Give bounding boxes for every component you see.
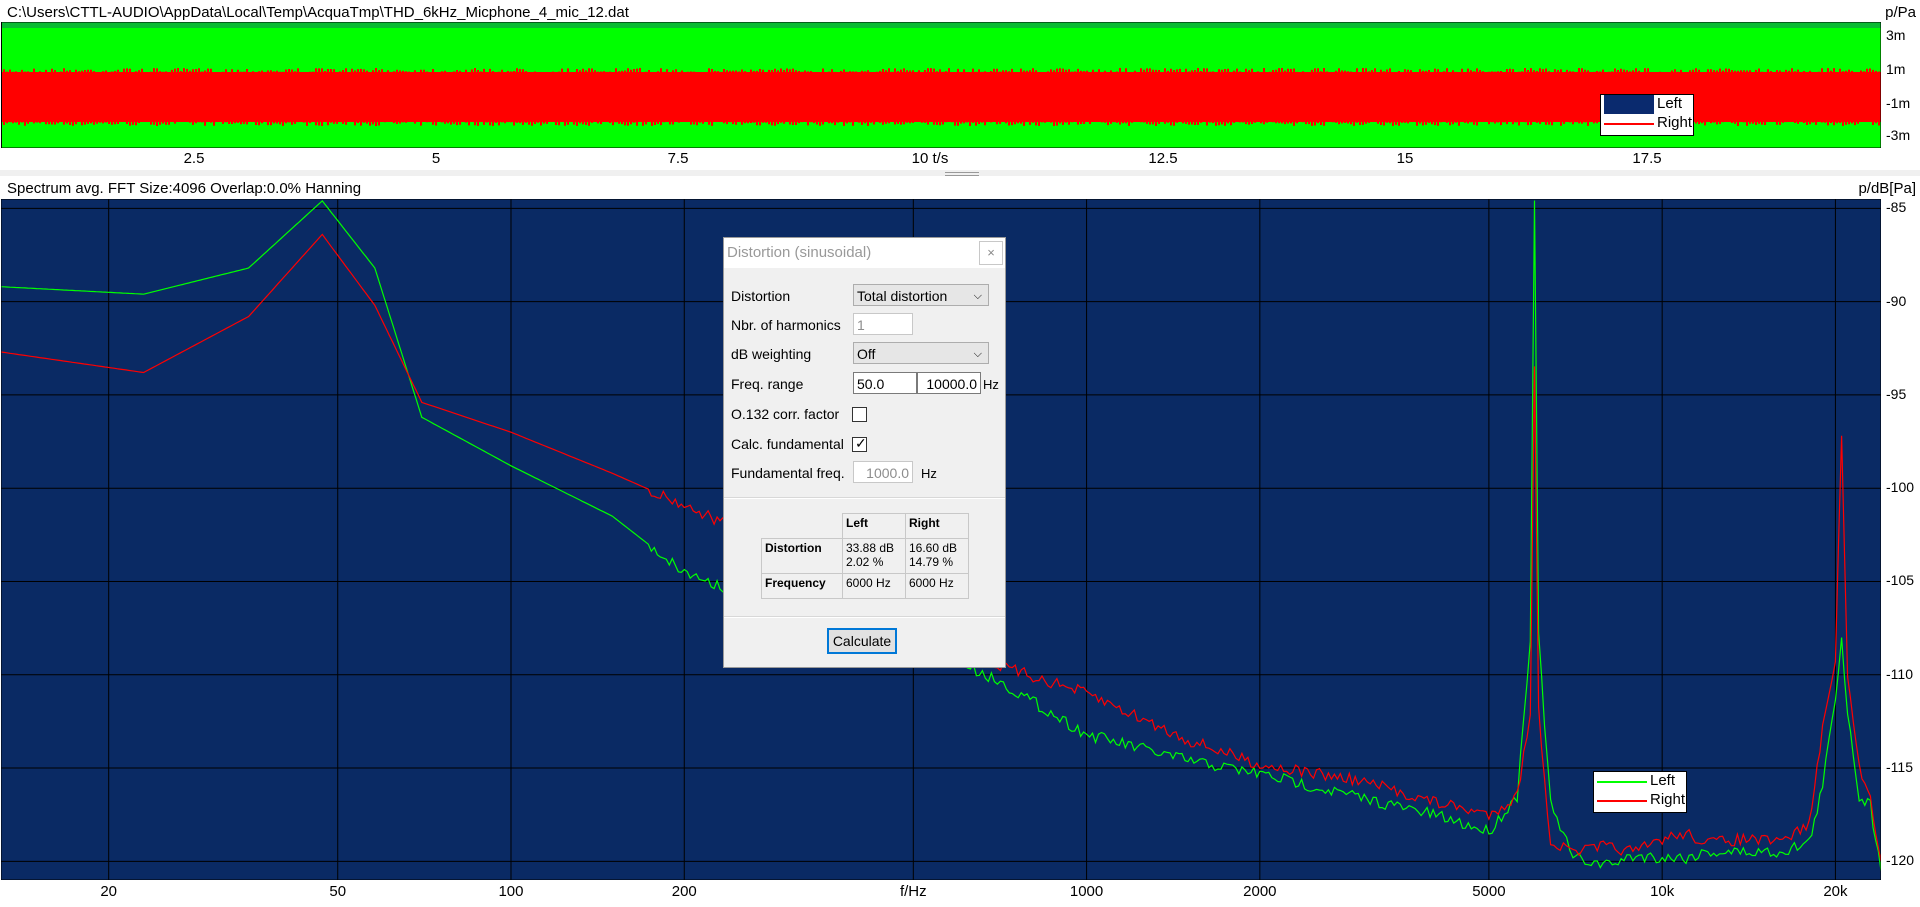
right-distortion-db: 16.60 dB	[909, 541, 958, 555]
weighting-select-value: Off	[857, 346, 876, 362]
spectrum-xtick: 10k	[1650, 883, 1675, 900]
waveform-ytick: 3m	[1886, 27, 1906, 43]
fundamental-freq-input[interactable]: 1000.0	[853, 461, 913, 483]
spectrum-xtick: 20k	[1823, 883, 1848, 900]
legend-right-swatch	[1604, 123, 1654, 125]
results-table: Left Right Distortion 33.88 dB 2.02 % 16…	[761, 513, 969, 599]
weighting-label: dB weighting	[731, 346, 812, 362]
spectrum-xtick: 100	[498, 883, 524, 900]
right-distortion-pct: 14.79 %	[909, 555, 954, 569]
waveform-xtick: 12.5	[1148, 150, 1178, 167]
waveform-ytick: 1m	[1886, 61, 1906, 77]
calc-fundamental-label: Calc. fundamental	[731, 436, 844, 452]
spectrum-xtick: 1000	[1069, 883, 1104, 900]
check-icon: ✓	[855, 435, 867, 451]
legend-right-swatch	[1597, 800, 1647, 802]
waveform-ytick: -1m	[1886, 95, 1911, 111]
freq-range-hz-unit: Hz	[983, 377, 999, 392]
spectrum-ytick: -120	[1886, 852, 1915, 869]
dialog-separator	[724, 497, 1005, 499]
corr-factor-label: O.132 corr. factor	[731, 406, 840, 422]
waveform-file-path: C:\Users\CTTL-AUDIO\AppData\Local\Temp\A…	[7, 4, 629, 21]
waveform-ytick: -3m	[1886, 127, 1911, 143]
spectrum-xtick: f/Hz	[899, 883, 927, 900]
results-row-frequency: Frequency	[761, 573, 843, 599]
waveform-xtick: 17.5	[1632, 150, 1662, 167]
distortion-select[interactable]: Total distortion ⌵	[853, 284, 989, 306]
waveform-xtick: 2.5	[183, 150, 205, 167]
results-right-distortion: 16.60 dB 14.79 %	[905, 538, 969, 574]
splitter-grip[interactable]	[945, 172, 979, 176]
distortion-select-value: Total distortion	[857, 288, 948, 304]
dialog-title: Distortion (sinusoidal)	[727, 244, 872, 261]
spectrum-ytick: -105	[1886, 572, 1915, 589]
waveform-xtick: 7.5	[667, 150, 689, 167]
dialog-separator	[724, 616, 1005, 618]
calc-fundamental-checkbox[interactable]: ✓	[852, 435, 867, 452]
spectrum-ytick: -90	[1886, 292, 1907, 309]
spectrum-xtick: 2000	[1243, 883, 1277, 900]
spectrum-legend: Left Right	[1593, 771, 1687, 813]
spectrum-unit-label: p/dB[Pa]	[1858, 180, 1916, 197]
spectrum-ytick: -115	[1886, 759, 1913, 776]
freq-range-label: Freq. range	[731, 376, 804, 392]
fundamental-freq-label: Fundamental freq.	[731, 465, 845, 481]
calculate-button[interactable]: Calculate	[827, 628, 897, 654]
pane-splitter[interactable]	[0, 170, 1920, 176]
legend-left-swatch	[1597, 781, 1647, 783]
waveform-xtick: 10 t/s	[911, 150, 949, 167]
spectrum-title: Spectrum avg. FFT Size:4096 Overlap:0.0%…	[7, 180, 362, 197]
harmonics-label: Nbr. of harmonics	[731, 317, 841, 333]
distortion-label: Distortion	[731, 288, 791, 304]
spectrum-ytick: -100	[1886, 479, 1915, 496]
waveform-right-trace	[1, 68, 1880, 126]
spectrum-ytick: -110	[1886, 665, 1913, 682]
results-col-right: Right	[905, 513, 969, 539]
weighting-select[interactable]: Off ⌵	[853, 342, 989, 364]
legend-left-swatch	[1604, 95, 1654, 114]
spectrum-ytick: -95	[1886, 385, 1907, 402]
spectrum-xtick: 200	[671, 883, 697, 900]
left-distortion-db: 33.88 dB	[846, 541, 895, 555]
harmonics-input[interactable]: 1	[853, 313, 913, 335]
waveform-xtick: 15	[1396, 150, 1414, 167]
results-row-distortion: Distortion	[761, 538, 843, 574]
results-left-distortion: 33.88 dB 2.02 %	[842, 538, 906, 574]
spectrum-xtick: 50	[329, 883, 347, 900]
freq-range-low-input[interactable]: 50.0	[853, 372, 917, 394]
distortion-dialog: Distortion (sinusoidal) × Distortion Tot…	[723, 237, 1006, 668]
chevron-down-icon: ⌵	[973, 290, 982, 302]
spectrum-xtick: 20	[100, 883, 118, 900]
dialog-title-bar[interactable]: Distortion (sinusoidal) ×	[724, 238, 1005, 268]
left-distortion-pct: 2.02 %	[846, 555, 884, 569]
legend-left-label: Left	[1657, 95, 1683, 112]
close-icon[interactable]: ×	[979, 241, 1003, 265]
results-right-frequency: 6000 Hz	[905, 573, 969, 599]
waveform-left-envelope-top	[1, 22, 1881, 28]
waveform-xtick: 5	[431, 150, 441, 167]
spectrum-xtick: 5000	[1472, 883, 1506, 900]
results-col-left: Left	[842, 513, 906, 539]
legend-left-label: Left	[1650, 772, 1676, 789]
results-left-frequency: 6000 Hz	[842, 573, 906, 599]
legend-right-label: Right	[1657, 114, 1693, 131]
freq-range-high-input[interactable]: 10000.0	[917, 372, 981, 394]
corr-factor-checkbox[interactable]	[852, 407, 867, 422]
waveform-legend: Left Right	[1600, 94, 1694, 136]
legend-right-label: Right	[1650, 791, 1686, 808]
fundamental-freq-hz-unit: Hz	[921, 466, 937, 481]
waveform-unit-label: p/Pa	[1885, 4, 1916, 21]
chevron-down-icon: ⌵	[973, 348, 982, 360]
spectrum-ytick: -85	[1886, 199, 1907, 216]
waveform-plot[interactable]	[1, 22, 1881, 148]
